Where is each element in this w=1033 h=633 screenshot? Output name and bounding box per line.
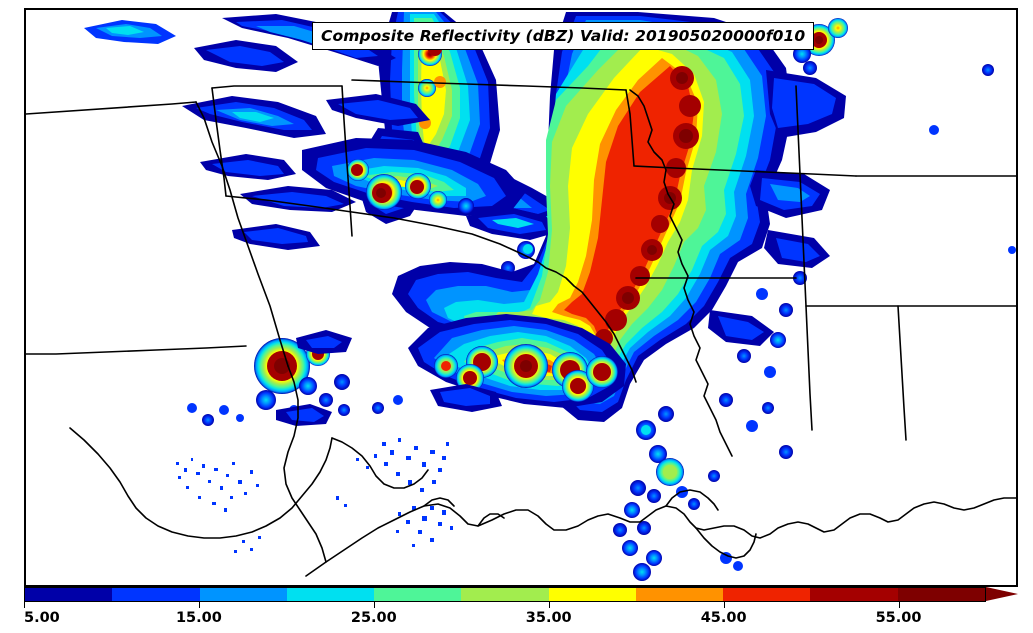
colorbar-band-15-20	[199, 588, 287, 601]
colorbar-tick-25	[373, 602, 375, 608]
colorbar-tick-5	[24, 602, 25, 608]
colorbar-band-50-55	[810, 588, 898, 601]
echo-isolated-cells	[187, 330, 502, 426]
colorbar-band-10-15	[112, 588, 200, 601]
map-borders	[26, 79, 1016, 577]
radar-map	[26, 12, 1016, 581]
colorbar-extend-arrow	[986, 587, 1018, 601]
map-panel: Composite Reflectivity (dBZ) Valid: 2019…	[24, 8, 1018, 587]
colorbar-label-45: 45.00	[700, 610, 747, 626]
colorbar-band-55-60	[897, 588, 985, 601]
reflectivity-field	[84, 12, 1016, 581]
echo-main-shield	[392, 12, 846, 422]
colorbar-tick-55	[898, 602, 900, 608]
colorbar-label-5: 5.00	[24, 610, 60, 626]
colorbar-band-45-50	[723, 588, 811, 601]
colorbar-tick-45	[723, 602, 725, 608]
figure-title-box: Composite Reflectivity (dBZ) Valid: 2019…	[312, 22, 815, 50]
colorbar-label-15: 15.00	[175, 610, 222, 626]
echo-southwest-line	[408, 314, 626, 408]
colorbar-bands	[24, 587, 986, 602]
colorbar-tick-15	[198, 602, 200, 608]
colorbar-band-35-40	[548, 588, 636, 601]
colorbar-band-40-45	[635, 588, 724, 601]
colorbar-band-20-25	[286, 588, 375, 601]
echo-west-cluster	[200, 138, 558, 275]
colorbar: 5.00 15.00 25.00 35.00 45.00 55.00	[24, 587, 1018, 633]
colorbar-label-25: 25.00	[350, 610, 397, 626]
colorbar-label-55: 55.00	[875, 610, 922, 626]
colorbar-band-25-30	[374, 588, 462, 601]
echo-gulf-coast	[613, 18, 1016, 581]
colorbar-label-35: 35.00	[525, 610, 572, 626]
colorbar-tick-35	[548, 602, 550, 608]
echo-clutter-speckle	[176, 438, 453, 553]
figure-title: Composite Reflectivity (dBZ) Valid: 2019…	[321, 27, 806, 45]
colorbar-band-30-35	[461, 588, 549, 601]
colorbar-band-5-10	[25, 588, 113, 601]
colorbar-axis: 5.00 15.00 25.00 35.00 45.00 55.00	[24, 602, 1018, 632]
